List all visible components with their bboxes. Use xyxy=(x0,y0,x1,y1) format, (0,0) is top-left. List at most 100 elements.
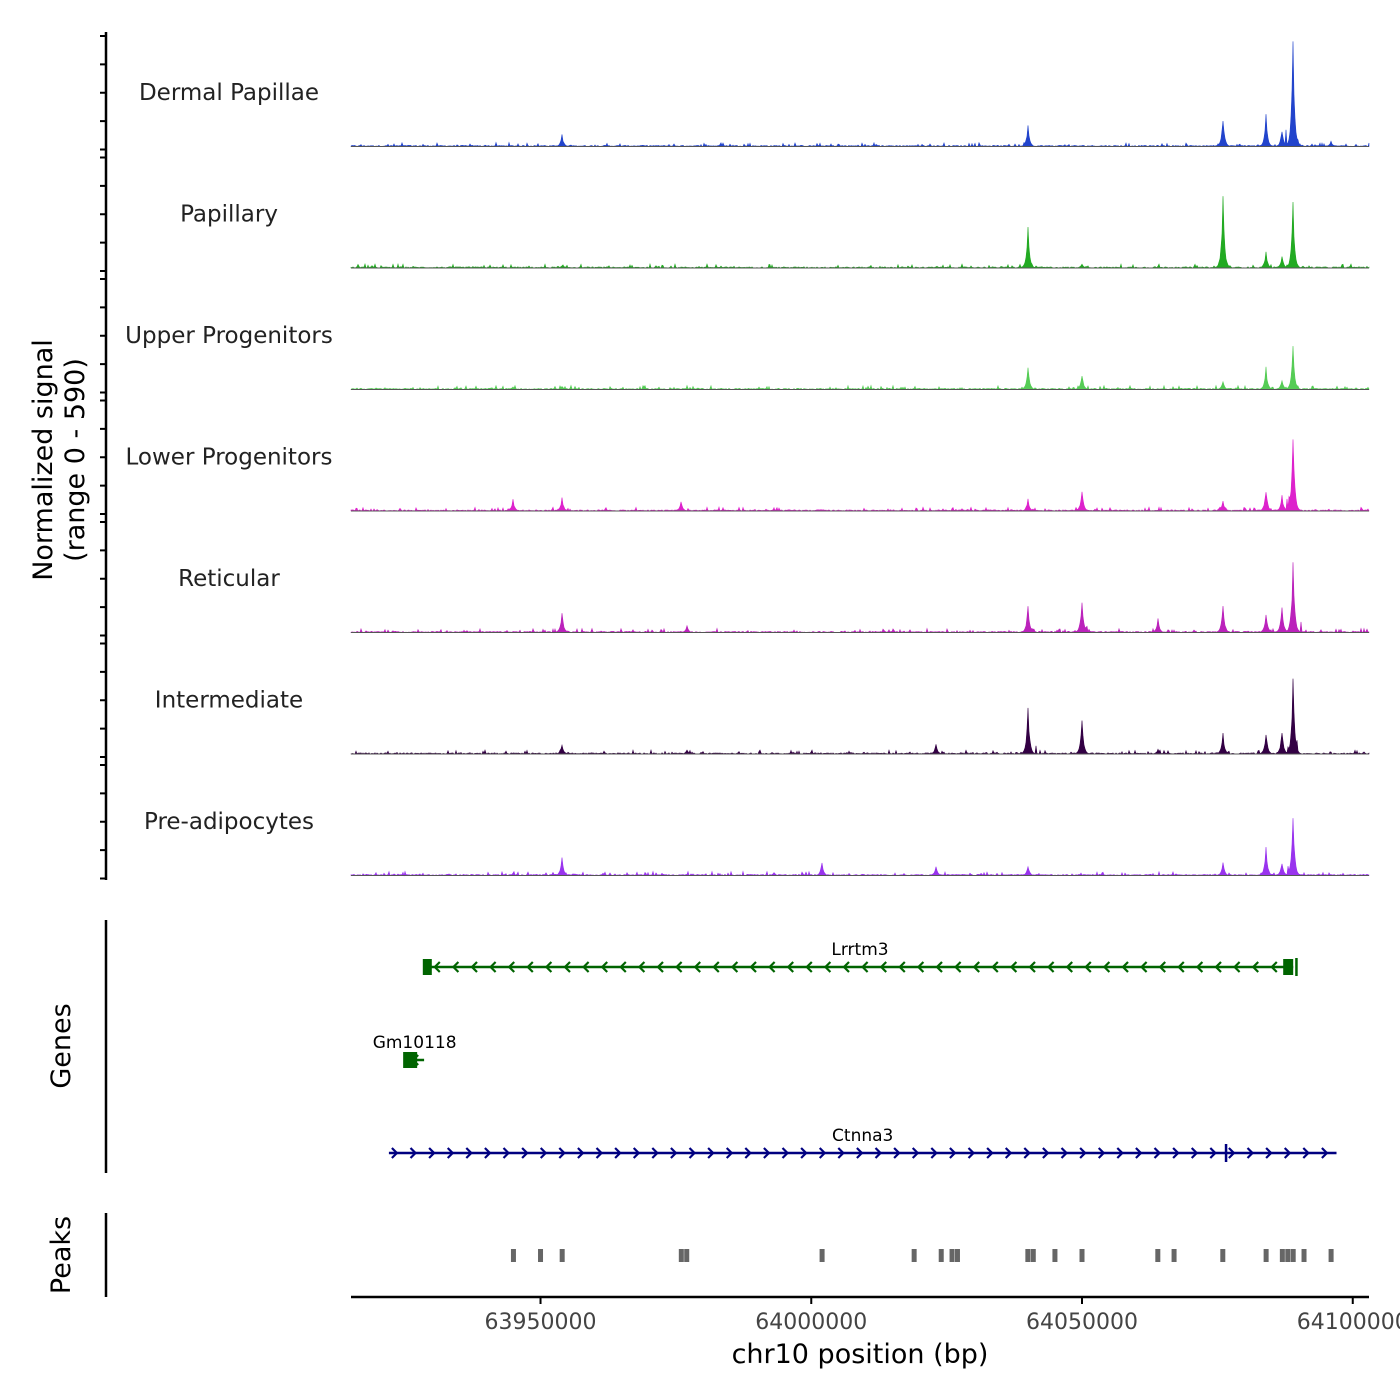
strand-arrow xyxy=(1009,961,1018,973)
strand-arrow xyxy=(744,1147,752,1159)
strand-arrow xyxy=(1121,961,1129,973)
peak-mark xyxy=(911,1249,917,1262)
peak-mark xyxy=(1079,1249,1085,1262)
strand-arrow xyxy=(1228,1147,1236,1159)
track-signal-area xyxy=(350,41,1370,148)
strand-arrow xyxy=(916,961,925,973)
track-label: Pre-adipocytes xyxy=(144,809,314,835)
strand-arrow xyxy=(1153,1147,1162,1159)
strand-arrow xyxy=(1065,961,1073,973)
strand-arrow xyxy=(521,1147,529,1159)
strand-arrow xyxy=(823,961,832,973)
strand-arrow xyxy=(842,961,850,973)
genes-panel-label: Genes xyxy=(46,1003,77,1088)
strand-arrow xyxy=(763,1147,771,1159)
peaks-panel-label: Peaks xyxy=(46,1216,77,1294)
strand-arrow xyxy=(1097,1147,1106,1159)
strand-arrow xyxy=(725,1147,734,1159)
strand-arrow xyxy=(730,961,739,973)
strand-arrow xyxy=(409,1147,418,1159)
strand-arrow xyxy=(446,1147,455,1159)
strand-arrow xyxy=(935,961,943,973)
track-signal-area xyxy=(350,196,1370,269)
strand-arrow xyxy=(874,1147,883,1159)
strand-arrow xyxy=(712,961,720,973)
strand-arrow xyxy=(818,1147,827,1159)
x-tick-label: 64000000 xyxy=(755,1310,867,1335)
strand-arrow xyxy=(670,1147,678,1159)
strand-arrow xyxy=(1172,1147,1180,1159)
strand-arrow xyxy=(563,961,571,973)
strand-arrow xyxy=(1246,1147,1255,1159)
strand-arrow xyxy=(972,961,980,973)
peak-mark xyxy=(949,1249,955,1262)
strand-arrow xyxy=(1195,961,1204,973)
strand-arrow xyxy=(800,1147,808,1159)
peak-mark xyxy=(1030,1249,1036,1262)
track-label: Upper Progenitors xyxy=(125,323,333,349)
track-label: Lower Progenitors xyxy=(126,445,333,471)
peak-mark xyxy=(510,1249,516,1262)
track-label: Reticular xyxy=(178,566,280,592)
strand-arrow xyxy=(632,1147,641,1159)
strand-arrow xyxy=(1047,961,1055,973)
strand-arrow xyxy=(484,1147,492,1159)
x-axis-title: chr10 position (bp) xyxy=(732,1339,989,1370)
strand-arrow xyxy=(786,961,794,973)
strand-arrow xyxy=(539,1147,548,1159)
strand-arrow xyxy=(1190,1147,1199,1159)
strand-arrow xyxy=(465,1147,473,1159)
strand-arrow xyxy=(1140,961,1148,973)
strand-arrow xyxy=(1209,1147,1217,1159)
strand-arrow xyxy=(898,961,906,973)
strand-arrow xyxy=(451,961,460,973)
x-tick-label: 64050000 xyxy=(1026,1310,1138,1335)
strand-arrow xyxy=(582,961,590,973)
peak-mark xyxy=(678,1249,684,1262)
strand-arrow xyxy=(1270,961,1278,973)
strand-arrow xyxy=(781,1147,790,1159)
strand-arrow xyxy=(805,961,813,973)
peak-mark xyxy=(1328,1249,1334,1262)
x-axis-ticks: 63950000 64000000 64050000 64100000 xyxy=(485,1297,1400,1335)
strand-arrow xyxy=(558,1147,566,1159)
strand-arrow xyxy=(526,961,534,973)
strand-arrow xyxy=(433,961,441,973)
strand-arrow xyxy=(619,961,627,973)
strand-arrow xyxy=(1158,961,1166,973)
peak-mark xyxy=(1279,1249,1285,1262)
strand-arrow xyxy=(600,961,608,973)
peak-mark xyxy=(1155,1249,1161,1262)
strand-arrow xyxy=(391,1147,399,1159)
peak-mark xyxy=(954,1249,960,1262)
gene-label: Gm10118 xyxy=(373,1033,457,1053)
peak-mark xyxy=(938,1249,944,1262)
peak-mark xyxy=(1285,1249,1291,1262)
gene-label: Lrrtm3 xyxy=(831,940,888,960)
y-axis-title: Normalized signal xyxy=(28,339,59,581)
peak-mark xyxy=(1025,1249,1031,1262)
strand-arrow xyxy=(1177,961,1185,973)
strand-arrow xyxy=(1321,1147,1329,1159)
strand-arrow xyxy=(768,961,776,973)
strand-arrow xyxy=(428,1147,436,1159)
strand-arrow xyxy=(693,961,701,973)
strand-arrow xyxy=(1028,961,1036,973)
strand-arrow xyxy=(637,961,646,973)
peak-mark xyxy=(1052,1249,1058,1262)
strand-arrow xyxy=(1084,961,1092,973)
strand-arrow xyxy=(986,1147,994,1159)
strand-arrow xyxy=(1079,1147,1087,1159)
strand-arrow xyxy=(1116,1147,1124,1159)
strand-arrow xyxy=(502,1147,511,1159)
peak-mark xyxy=(819,1249,825,1262)
strand-arrow xyxy=(954,961,962,973)
strand-arrow xyxy=(507,961,515,973)
x-tick-label: 63950000 xyxy=(485,1310,597,1335)
exon xyxy=(1295,958,1298,976)
coverage-tracks xyxy=(350,41,1370,877)
coverage-axis-ticks xyxy=(100,35,106,880)
exon xyxy=(1224,1144,1228,1162)
track-labels: Dermal Papillae Papillary Upper Progenitor… xyxy=(125,80,333,835)
